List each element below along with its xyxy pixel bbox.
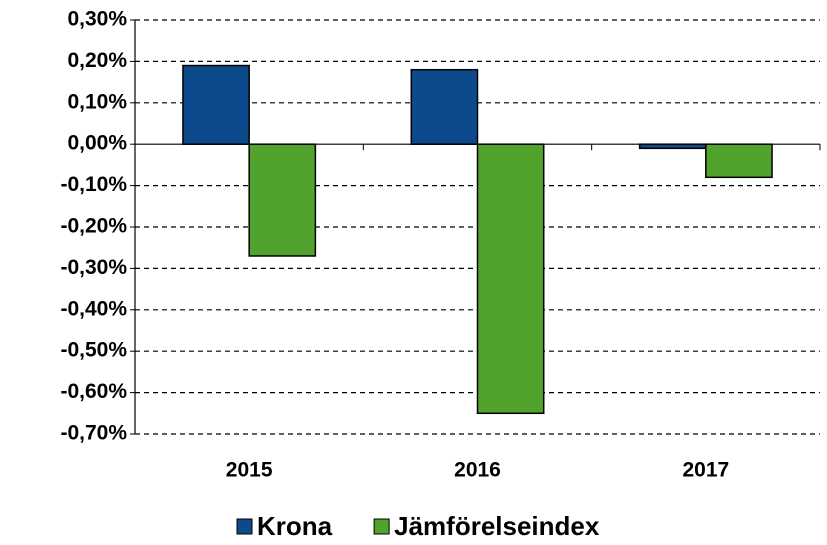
y-tick-label: -0,30% [60, 256, 127, 279]
y-tick-label: 0,20% [67, 49, 127, 72]
bar [248, 143, 317, 257]
legend-label: Jämförelseindex [394, 511, 600, 541]
x-tick-label: 2016 [454, 459, 501, 482]
legend-label: Krona [257, 511, 333, 541]
legend-swatch [236, 518, 253, 535]
bar [182, 64, 250, 145]
x-tick-label: 2017 [682, 459, 729, 482]
y-tick-label: -0,10% [60, 173, 127, 196]
y-tick-label: -0,70% [60, 422, 127, 445]
y-tick-label: 0,10% [67, 90, 127, 113]
y-tick-label: 0,00% [67, 132, 127, 155]
y-tick-label: 0,30% [67, 8, 127, 31]
y-tick-label: -0,40% [60, 297, 127, 320]
x-tick-label: 2015 [226, 459, 273, 482]
bar [476, 143, 545, 415]
bar [705, 143, 773, 179]
y-tick-label: -0,50% [60, 339, 127, 362]
y-tick-label: -0,20% [60, 215, 127, 238]
legend-swatch [373, 518, 390, 535]
bar [638, 143, 707, 150]
bar [410, 68, 479, 145]
y-tick-label: -0,60% [60, 380, 127, 403]
